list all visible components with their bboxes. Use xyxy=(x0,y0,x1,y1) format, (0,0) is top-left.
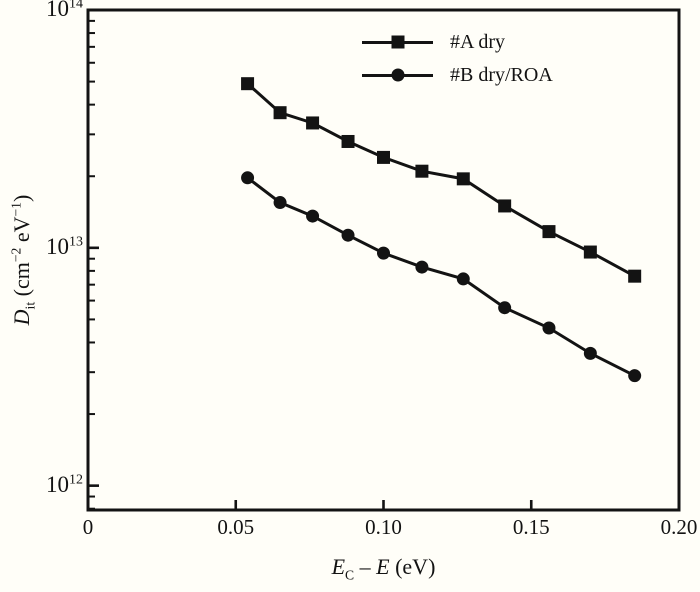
circle-data-marker xyxy=(415,260,429,274)
legend-entry-b-dry-roa: #B dry/ROA xyxy=(362,57,553,93)
square-data-marker xyxy=(583,245,597,259)
circle-data-marker xyxy=(377,246,390,260)
square-data-marker xyxy=(377,150,390,164)
y-tick-label: 1013 xyxy=(46,233,83,259)
x-tick-label: 0.10 xyxy=(365,515,402,539)
square-data-marker xyxy=(341,134,355,148)
square-data-marker xyxy=(628,269,642,283)
x-axis-title: EC – E (eV) xyxy=(331,554,436,583)
circle-data-marker xyxy=(456,272,470,286)
circle-data-marker xyxy=(583,346,597,360)
y-axis-title: Dit (cm−2 eV−1) xyxy=(8,194,38,326)
series-line-0 xyxy=(246,82,636,278)
x-tick-label: 0.20 xyxy=(660,515,698,539)
square-data-marker xyxy=(456,172,470,186)
x-tick-label: 0.15 xyxy=(512,515,550,539)
y-tick-label: 1012 xyxy=(46,471,83,497)
square-marker-icon xyxy=(391,35,404,49)
legend-line-sample xyxy=(362,35,433,49)
series-line-1 xyxy=(246,176,636,378)
circle-data-marker xyxy=(628,369,642,383)
legend-label: #A dry xyxy=(450,30,505,53)
circle-data-marker xyxy=(498,301,512,315)
x-tick-label: 0 xyxy=(82,515,94,539)
legend-entry-a-dry: #A dry xyxy=(362,24,505,60)
circle-data-marker xyxy=(241,171,255,185)
square-data-marker xyxy=(306,116,320,130)
circle-data-marker xyxy=(306,209,320,223)
x-tick-label: 0.05 xyxy=(217,515,255,539)
circle-data-marker xyxy=(542,321,556,335)
square-data-marker xyxy=(415,164,429,178)
square-data-marker xyxy=(241,77,255,91)
legend-line-sample xyxy=(362,68,433,82)
circle-data-marker xyxy=(341,228,355,242)
y-tick-label: 1014 xyxy=(46,0,83,21)
square-data-marker xyxy=(542,225,556,239)
square-data-marker xyxy=(498,199,512,213)
circle-data-marker xyxy=(273,196,287,210)
circle-marker-icon xyxy=(391,68,404,82)
legend-label: #B dry/ROA xyxy=(450,63,553,86)
square-data-marker xyxy=(273,106,287,120)
